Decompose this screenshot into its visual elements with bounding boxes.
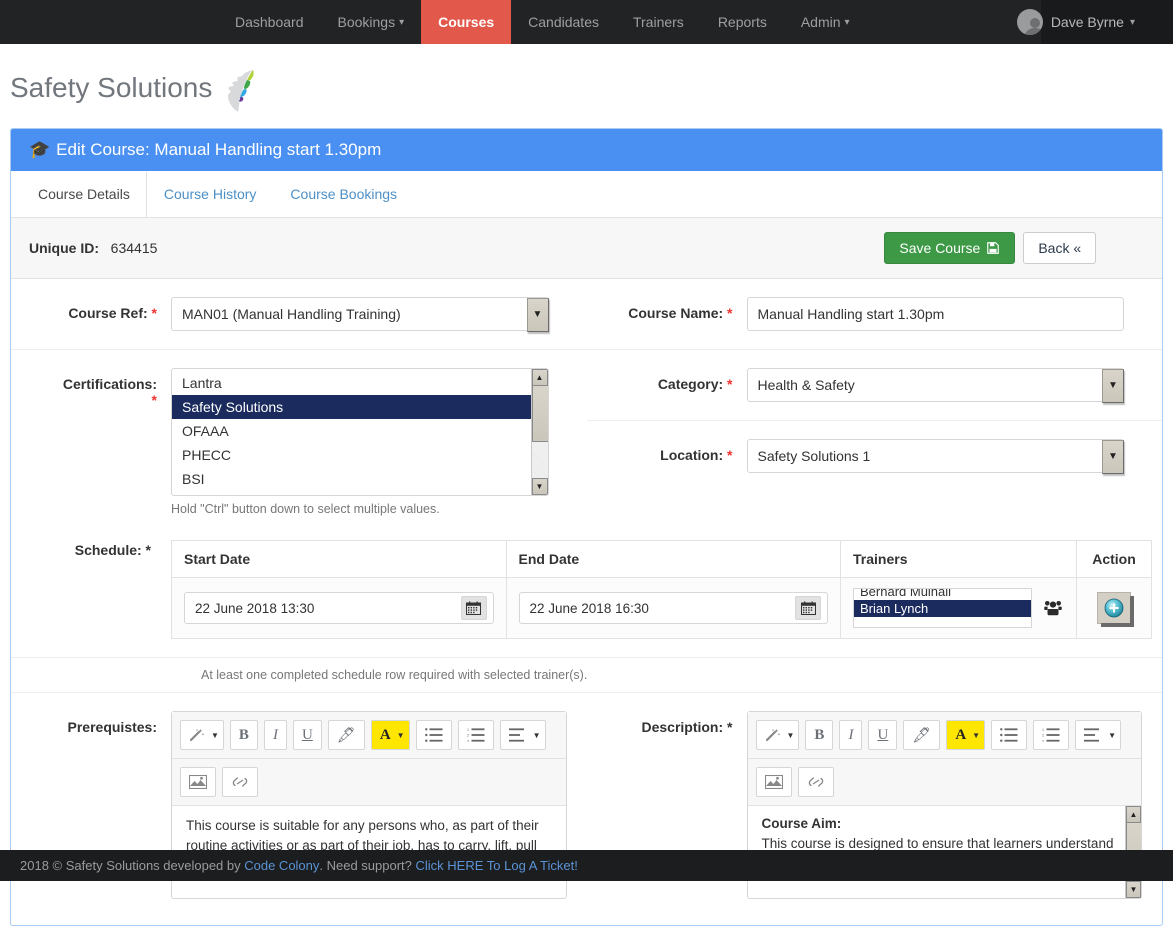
svg-text:2: 2 [467,734,469,738]
svg-text:1: 1 [467,728,469,732]
svg-text:1: 1 [1042,728,1044,732]
svg-text:3: 3 [467,739,469,742]
svg-text:2: 2 [1042,734,1044,738]
svg-text:3: 3 [1042,739,1044,742]
